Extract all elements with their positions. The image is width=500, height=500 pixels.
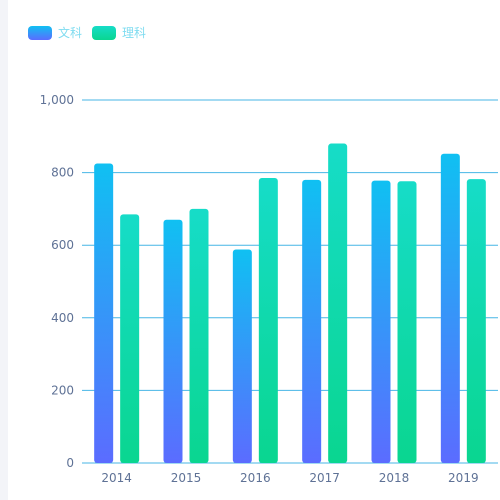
y-axis-labels: 0 200 400 600 800 1,000 (40, 93, 74, 470)
legend-item-arts[interactable]: 文科 (28, 24, 82, 41)
grid-lines (82, 99, 498, 464)
legend-label-science: 理科 (122, 26, 147, 40)
y-tick-label: 200 (51, 383, 74, 397)
bar-science-2017[interactable] (328, 143, 348, 463)
bar-science-2016[interactable] (258, 178, 278, 464)
bar-science-2018[interactable] (397, 181, 417, 463)
bar-arts-2015[interactable] (163, 219, 183, 463)
bar-science-2014[interactable] (120, 214, 140, 463)
legend: 文科 理科 (28, 24, 146, 41)
y-tick-label: 1,000 (40, 93, 74, 107)
y-tick-label: 600 (51, 238, 74, 252)
legend-label-arts: 文科 (58, 26, 83, 40)
bar-arts-2017[interactable] (302, 179, 322, 464)
chart-panel (8, 0, 500, 500)
y-tick-label: 800 (51, 166, 74, 180)
x-tick-label: 2018 (379, 471, 410, 485)
x-tick-label: 2019 (448, 471, 479, 485)
bar-arts-2016[interactable] (232, 249, 252, 463)
bars (94, 143, 486, 464)
y-tick-label: 400 (51, 311, 74, 325)
bar-science-2015[interactable] (189, 208, 209, 463)
x-tick-label: 2014 (101, 471, 132, 485)
bar-arts-2014[interactable] (94, 163, 114, 463)
x-tick-label: 2015 (171, 471, 202, 485)
x-tick-label: 2017 (309, 471, 340, 485)
bar-arts-2018[interactable] (371, 180, 391, 463)
x-tick-label: 2016 (240, 471, 271, 485)
x-axis-labels: 2014 2015 2016 2017 2018 2019 (101, 471, 478, 485)
y-tick-label: 0 (66, 456, 74, 470)
bar-science-2019[interactable] (466, 179, 486, 463)
legend-swatch-arts (28, 25, 52, 40)
legend-swatch-science (92, 25, 117, 40)
legend-item-science[interactable]: 理科 (92, 24, 146, 41)
bar-arts-2019[interactable] (440, 153, 460, 463)
